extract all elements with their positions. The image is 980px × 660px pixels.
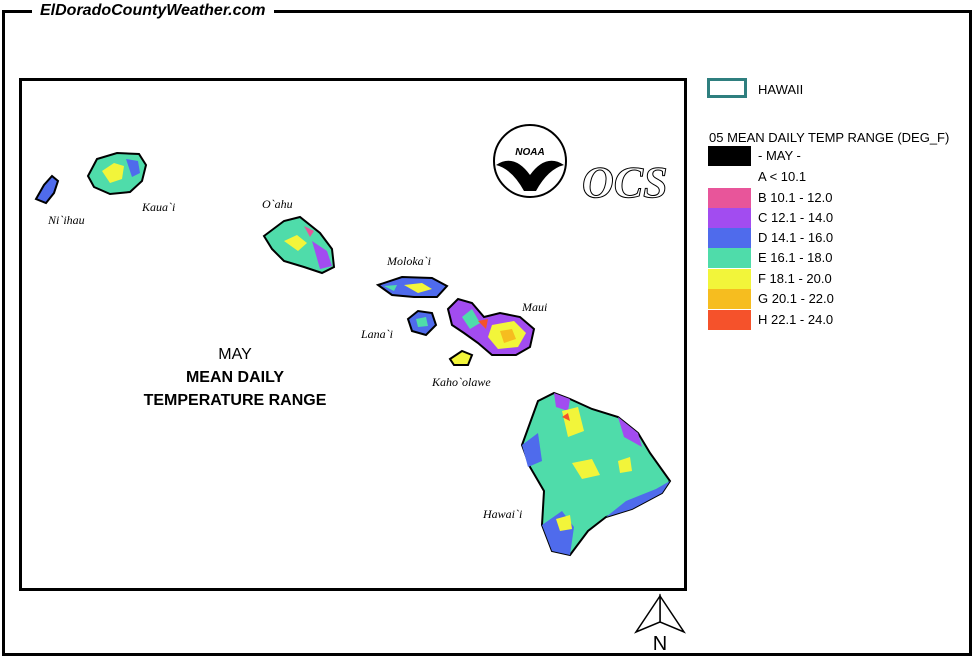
label-kauai: Kaua`i	[141, 200, 175, 214]
legend-item: B 10.1 - 12.0	[707, 188, 972, 208]
legend-swatch	[708, 146, 751, 166]
legend-item: A < 10.1	[707, 167, 972, 187]
legend-swatch	[708, 289, 751, 309]
legend-swatch	[708, 208, 751, 228]
island-niihau	[34, 174, 60, 205]
legend-item-label: E 16.1 - 18.0	[758, 250, 833, 265]
label-lanai: Lana`i	[360, 327, 393, 341]
boundary-label: HAWAII	[758, 82, 804, 97]
boundary-swatch	[707, 78, 747, 98]
island-lanai	[406, 309, 438, 337]
ocs-logo: OCS	[582, 158, 668, 207]
legend-item-label: - MAY -	[758, 148, 801, 163]
legend-swatch	[708, 188, 751, 208]
outer-frame	[2, 10, 972, 656]
island-molokai	[375, 275, 449, 298]
label-molokai: Moloka`i	[386, 254, 431, 268]
label-oahu: O`ahu	[262, 197, 293, 211]
label-maui: Maui	[521, 300, 547, 314]
legend-item-label: G 20.1 - 22.0	[758, 291, 834, 306]
legend-swatch	[708, 167, 751, 187]
legend-item: - MAY -	[707, 146, 972, 166]
north-arrow-icon: N	[634, 593, 686, 654]
noaa-logo-text: NOAA	[515, 147, 544, 158]
noaa-logo: NOAA	[493, 124, 567, 198]
label-niihau: Ni`ihau	[47, 213, 85, 227]
north-label: N	[653, 633, 667, 654]
legend-item: D 14.1 - 16.0	[707, 228, 972, 248]
label-kahoolawe: Kaho`olawe	[431, 375, 491, 389]
label-hawaii: Hawai`i	[482, 507, 522, 521]
island-oahu	[262, 215, 336, 275]
map-frame: Ni`ihau Kaua`i O`ahu Moloka`i Lana`i Mau…	[19, 78, 687, 591]
legend-title: 05 MEAN DAILY TEMP RANGE (DEG_F)	[709, 130, 950, 145]
map-title-line2: TEMPERATURE RANGE	[143, 392, 327, 409]
map-title-month: MAY	[218, 346, 252, 363]
legend-swatch	[708, 310, 751, 330]
map-title-line1: MEAN DAILY	[185, 369, 285, 386]
legend-item: G 20.1 - 22.0	[707, 289, 972, 309]
legend-item: E 16.1 - 18.0	[707, 248, 972, 268]
island-maui	[446, 297, 536, 356]
legend-item-label: C 12.1 - 14.0	[758, 210, 834, 225]
legend-swatch	[708, 248, 751, 268]
island-hawaii	[520, 391, 672, 557]
legend-item-label: D 14.1 - 16.0	[758, 230, 834, 245]
legend-item: C 12.1 - 14.0	[707, 208, 972, 228]
legend-swatch	[708, 269, 751, 289]
legend-item-label: B 10.1 - 12.0	[758, 190, 833, 205]
legend-item: F 18.1 - 20.0	[707, 269, 972, 289]
island-kauai	[86, 151, 148, 196]
legend-item-label: F 18.1 - 20.0	[758, 271, 832, 286]
legend-item: H 22.1 - 24.0	[707, 310, 972, 330]
hawaii-map: Ni`ihau Kaua`i O`ahu Moloka`i Lana`i Mau…	[34, 124, 672, 557]
island-kahoolawe	[448, 349, 474, 366]
legend-item-label: A < 10.1	[758, 169, 807, 184]
legend-item-label: H 22.1 - 24.0	[758, 312, 834, 327]
site-title: ElDoradoCountyWeather.com	[32, 2, 274, 20]
legend-swatch	[708, 228, 751, 248]
